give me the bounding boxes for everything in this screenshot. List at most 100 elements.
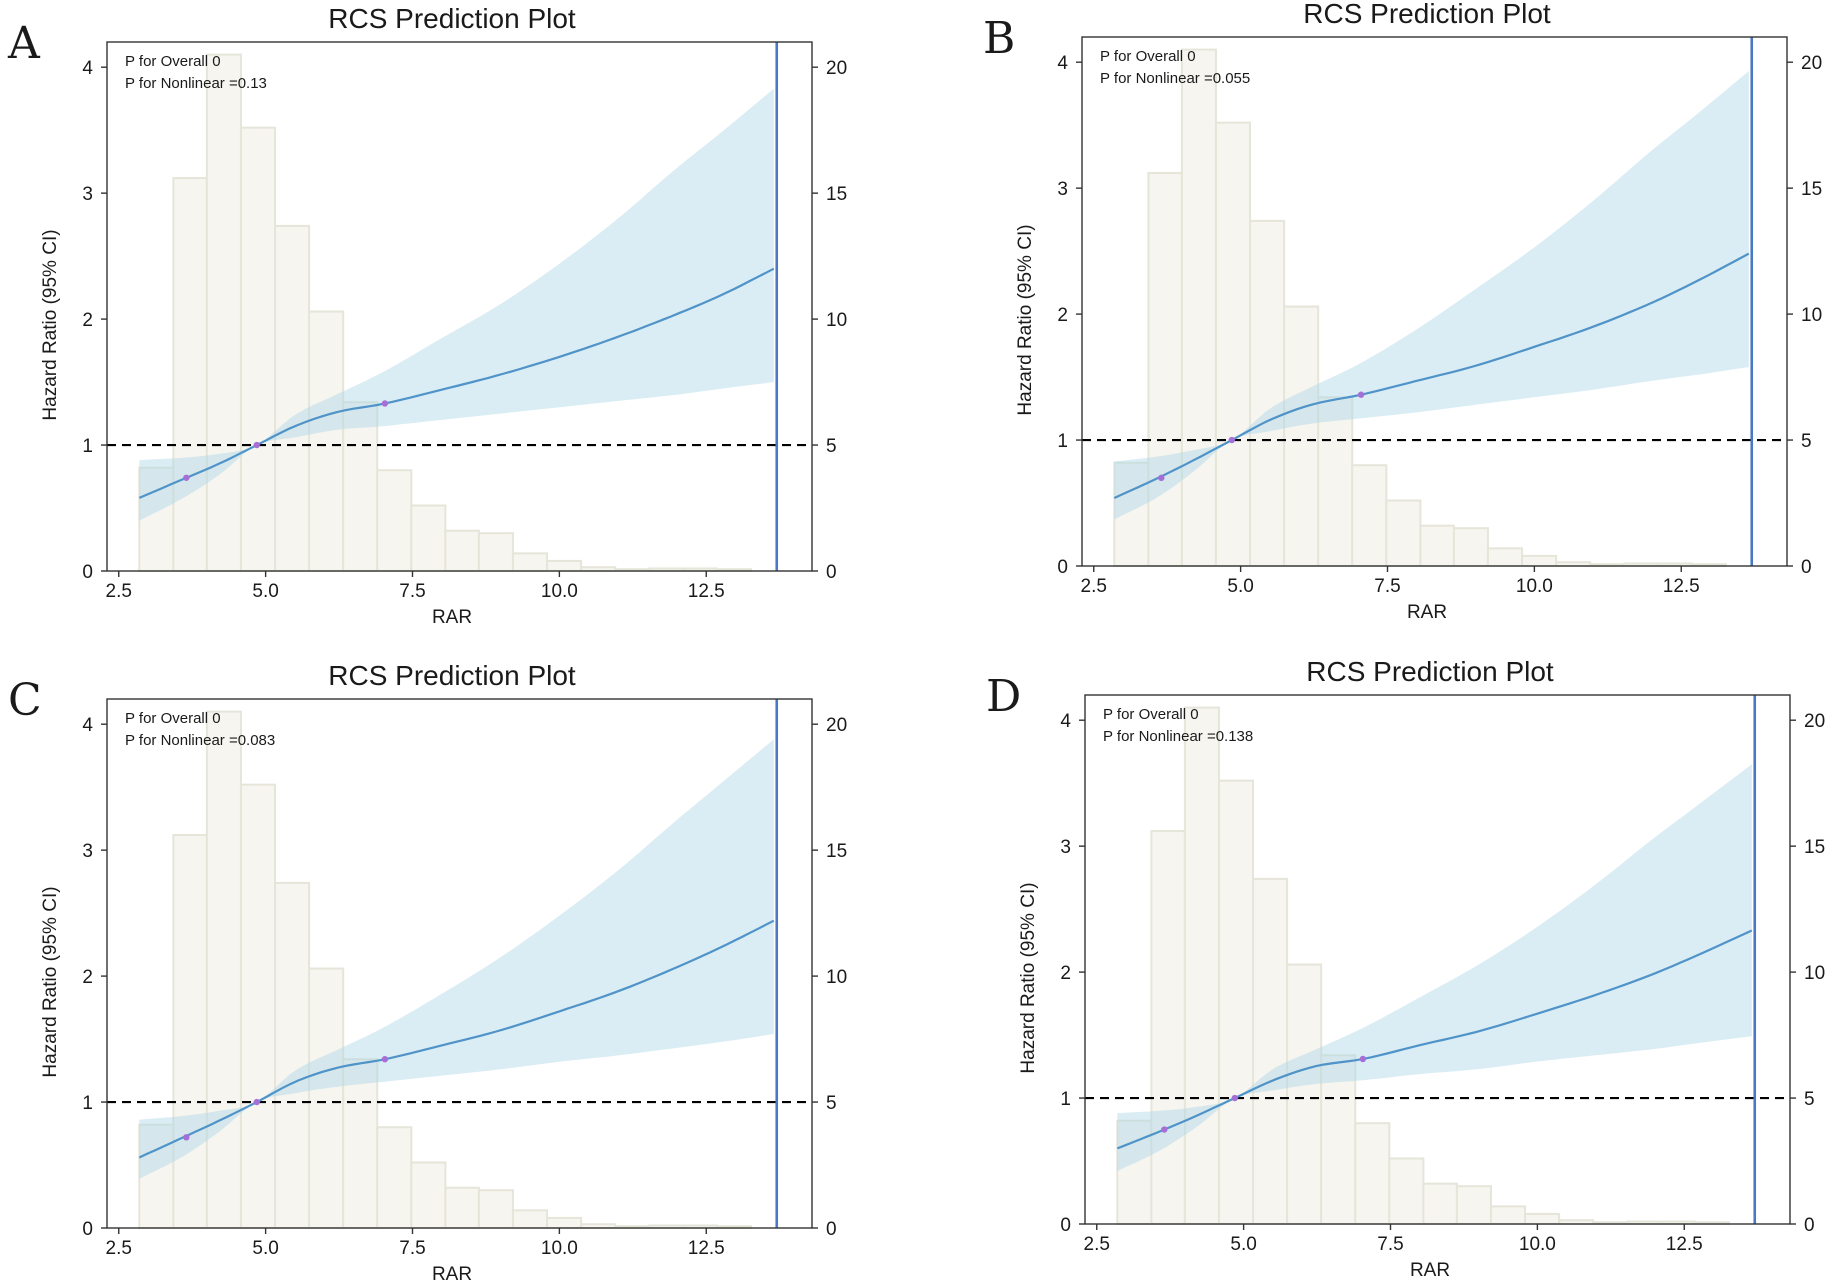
knot-point	[1228, 436, 1236, 444]
y-axis-label: Hazard Ratio (95% CI)	[1018, 882, 1039, 1073]
panel-b: 2.5 5.0 7.5 10.0 12.5 0 1 2 3 4 0 5 10 15 20 B RCS Pre…	[983, 0, 1822, 623]
y-tick-label: 3	[1057, 179, 1068, 200]
p-nonlinear-annotation: P for Nonlinear =0.083	[125, 732, 275, 749]
y-tick-label: 3	[82, 184, 93, 205]
p-nonlinear-annotation: P for Nonlinear =0.138	[1103, 728, 1253, 745]
ci-band	[139, 739, 774, 1179]
x-axis-label: RAR	[432, 1264, 472, 1284]
knot-point	[1359, 1055, 1367, 1063]
y-tick-label: 0	[1060, 1215, 1071, 1236]
y-tick-label: 1	[1060, 1089, 1071, 1110]
y2-tick-label: 0	[1804, 1215, 1815, 1236]
knot-point	[253, 441, 261, 449]
histogram-bar	[1455, 1185, 1492, 1226]
chart-title: RCS Prediction Plot	[328, 3, 576, 34]
y2-tick-label: 20	[826, 715, 847, 736]
ci-band	[139, 88, 774, 521]
histogram-bar	[477, 532, 514, 573]
histogram-bar	[1385, 499, 1422, 567]
y2-tick-label: 0	[826, 1219, 837, 1240]
histogram-bar	[1351, 464, 1388, 567]
x-tick-label: 5.0	[252, 1238, 278, 1259]
knot-point	[1357, 391, 1365, 398]
y-tick-label: 0	[82, 562, 93, 583]
y-tick-label: 3	[82, 841, 93, 862]
y2-tick-label: 10	[1801, 305, 1822, 326]
x-tick-label: 5.0	[1227, 576, 1253, 597]
y-tick-label: 2	[82, 967, 93, 988]
histogram-bar	[205, 53, 242, 573]
y-tick-label: 1	[82, 436, 93, 457]
histogram-bar	[1489, 1205, 1527, 1225]
y-tick-label: 2	[82, 310, 93, 331]
x-tick-label: 10.0	[541, 1238, 578, 1259]
histogram-bar	[410, 1161, 447, 1229]
y2-tick-label: 5	[1801, 431, 1812, 452]
panel-a: 2.5 5.0 7.5 10.0 12.5 0 1 2 3 4 0 5 10 15 20 A RCS Pre…	[7, 3, 847, 628]
histogram-bar	[1180, 48, 1217, 568]
histogram-bar	[1524, 1212, 1561, 1226]
x-tick-label: 2.5	[106, 581, 132, 602]
y2-tick-label: 10	[1804, 963, 1825, 984]
knot-point	[253, 1098, 261, 1106]
histogram-bar	[1217, 779, 1255, 1226]
histogram-bar	[205, 710, 242, 1230]
panel-letter: D	[986, 671, 1021, 722]
histogram-bar	[511, 552, 549, 572]
chart-title: RCS Prediction Plot	[1303, 0, 1551, 29]
plot-frame	[106, 41, 813, 572]
x-tick-label: 2.5	[1081, 576, 1107, 597]
y2-tick-label: 20	[1804, 711, 1825, 732]
histogram-bar	[546, 559, 583, 573]
x-tick-label: 12.5	[688, 581, 725, 602]
y2-tick-label: 5	[826, 1093, 837, 1114]
hr-curve	[138, 267, 775, 499]
histogram-bar	[1354, 1122, 1391, 1225]
knot-point	[1231, 1094, 1239, 1102]
histogram-bar	[1147, 172, 1183, 567]
p-overall-annotation: P for Overall 0	[125, 710, 221, 727]
y-tick-label: 4	[82, 58, 93, 79]
x-tick-label: 12.5	[1666, 1234, 1703, 1255]
panel-letter: A	[7, 18, 41, 69]
histogram-bar	[1283, 305, 1320, 567]
x-tick-label: 2.5	[106, 1238, 132, 1259]
chart-title: RCS Prediction Plot	[328, 660, 576, 691]
y-tick-label: 3	[1060, 837, 1071, 858]
x-axis-label: RAR	[1410, 1260, 1450, 1281]
x-tick-label: 10.0	[1519, 1234, 1556, 1255]
y2-tick-label: 5	[1804, 1089, 1815, 1110]
histogram-bar	[477, 1189, 514, 1230]
y-tick-label: 2	[1060, 963, 1071, 984]
ci-band	[1114, 71, 1749, 520]
x-tick-label: 10.0	[1516, 576, 1553, 597]
x-tick-label: 5.0	[252, 581, 278, 602]
panel-letter: B	[983, 13, 1015, 64]
histogram-bar	[376, 1126, 413, 1229]
histogram-bar	[376, 469, 413, 572]
x-tick-label: 12.5	[688, 1238, 725, 1259]
histogram	[138, 53, 752, 573]
histogram-bar	[1286, 963, 1323, 1225]
p-overall-annotation: P for Overall 0	[1103, 706, 1199, 723]
y2-tick-label: 5	[826, 436, 837, 457]
plot-layer: 2.5 5.0 7.5 10.0 12.5 0 1 2 3 4 0 5 10 15 20	[1060, 694, 1825, 1255]
p-overall-annotation: P for Overall 0	[1100, 48, 1196, 65]
y2-tick-label: 20	[1801, 53, 1822, 74]
x-axis-label: RAR	[1407, 602, 1447, 623]
y-tick-label: 2	[1057, 305, 1068, 326]
histogram-bar	[1183, 706, 1220, 1226]
y2-tick-label: 15	[1804, 837, 1825, 858]
histogram-bar	[511, 1209, 549, 1229]
hr-curve	[1116, 929, 1753, 1150]
knot-point	[381, 1056, 389, 1063]
plot-frame	[106, 698, 813, 1229]
plot-frame	[1084, 694, 1791, 1225]
histogram-bar	[410, 504, 447, 572]
y-axis-label: Hazard Ratio (95% CI)	[40, 886, 61, 1077]
histogram-bar	[172, 834, 208, 1229]
y-tick-label: 1	[1057, 431, 1068, 452]
y2-tick-label: 20	[826, 58, 847, 79]
histogram-bar	[172, 177, 208, 572]
y2-tick-label: 0	[826, 562, 837, 583]
